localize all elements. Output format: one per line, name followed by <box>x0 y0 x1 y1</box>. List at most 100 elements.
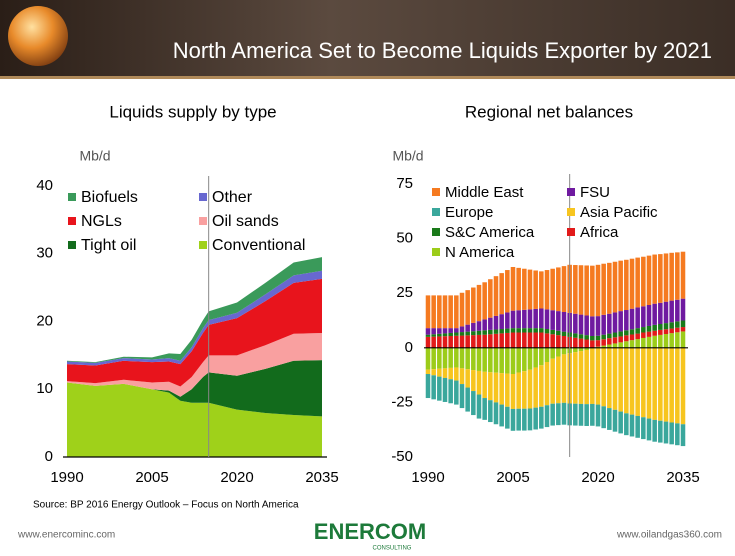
bar <box>437 328 442 334</box>
bar <box>482 282 487 320</box>
legend-label: Oil sands <box>212 213 279 230</box>
bar <box>482 347 487 372</box>
legend-label: Europe <box>445 204 493 221</box>
header-rule <box>0 76 735 79</box>
bar <box>635 347 640 416</box>
legend-label: N America <box>445 244 515 261</box>
bar <box>550 358 555 404</box>
bar <box>669 322 674 329</box>
bar <box>561 311 567 332</box>
bar <box>488 347 493 373</box>
bar <box>499 404 504 427</box>
bar <box>652 335 657 348</box>
bar <box>675 332 680 348</box>
bar <box>550 334 555 348</box>
bar <box>544 347 550 362</box>
area <box>67 270 322 366</box>
bar <box>629 308 635 330</box>
x-tick-label: 2005 <box>496 469 529 486</box>
bar <box>550 403 555 426</box>
header-band <box>0 0 735 78</box>
bar <box>601 347 606 407</box>
bar <box>669 333 674 348</box>
bar <box>437 333 442 337</box>
bar <box>646 347 652 419</box>
area <box>67 360 322 417</box>
bar <box>488 279 493 318</box>
y-tick-label: 50 <box>396 230 413 247</box>
bar <box>618 347 623 412</box>
bar <box>471 370 476 392</box>
bar <box>544 309 550 330</box>
bar <box>448 347 453 368</box>
bar <box>561 347 567 355</box>
y-axis-label: Mb/d <box>392 148 423 164</box>
bar <box>680 347 686 425</box>
logo-text: ENERCOM <box>314 519 426 544</box>
bar <box>629 347 635 415</box>
bar <box>544 361 550 406</box>
bar <box>612 337 618 344</box>
bar <box>488 372 493 401</box>
bar <box>663 347 669 422</box>
bar <box>448 328 453 333</box>
bar <box>669 347 674 423</box>
bar <box>442 336 448 348</box>
bar <box>561 336 567 348</box>
bar <box>425 347 431 370</box>
y-tick-label: 30 <box>36 245 53 262</box>
bar <box>624 347 629 414</box>
bar <box>663 334 669 348</box>
bar <box>476 370 482 395</box>
bar <box>425 334 431 337</box>
bar <box>556 356 561 404</box>
bar <box>522 268 527 310</box>
legend-label: Asia Pacific <box>580 204 658 221</box>
bar <box>465 290 470 325</box>
area <box>67 278 322 387</box>
bar <box>556 330 561 336</box>
bar <box>618 336 623 343</box>
bar <box>663 253 669 302</box>
bar <box>573 313 578 334</box>
bar <box>465 347 470 370</box>
bar <box>510 408 516 431</box>
bar <box>459 347 465 369</box>
bar <box>499 333 504 348</box>
bar <box>595 340 601 347</box>
bar <box>499 273 504 315</box>
y-tick-label: 25 <box>396 284 413 301</box>
bar <box>442 328 448 334</box>
bar <box>465 335 470 348</box>
bar <box>448 336 453 348</box>
bar <box>544 329 550 334</box>
bar <box>510 266 516 311</box>
bar <box>556 311 561 331</box>
bar <box>465 331 470 336</box>
bar <box>641 347 646 418</box>
legend-swatch <box>199 241 207 249</box>
bar <box>612 332 618 338</box>
bar <box>573 347 578 353</box>
bar <box>663 421 669 444</box>
bar <box>624 413 629 436</box>
bar <box>590 348 595 404</box>
bar <box>607 408 612 430</box>
bar <box>533 328 538 333</box>
bar <box>431 375 436 400</box>
legend-swatch <box>432 208 440 216</box>
bar <box>595 347 601 405</box>
bar <box>482 330 487 335</box>
bar <box>533 308 538 329</box>
legend-label: Other <box>212 189 253 206</box>
chart-title: Liquids supply by type <box>109 102 276 121</box>
bar <box>448 379 453 404</box>
bar <box>646 255 652 305</box>
bar <box>533 407 538 430</box>
bar <box>675 423 680 446</box>
left-url: www.enercominc.com <box>17 530 115 541</box>
area <box>67 333 322 397</box>
bar <box>522 347 527 372</box>
bar <box>465 369 470 388</box>
bar <box>658 334 663 348</box>
